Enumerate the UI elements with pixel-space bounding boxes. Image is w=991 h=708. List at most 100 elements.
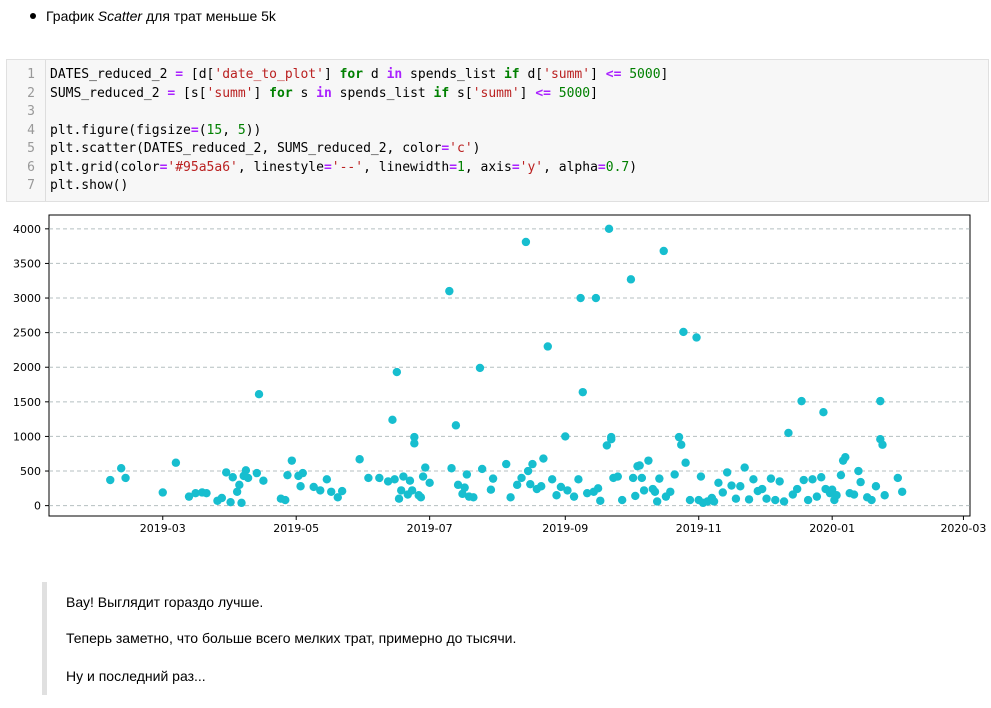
y-tick-label: 3000 bbox=[13, 292, 41, 305]
scatter-point bbox=[517, 473, 526, 483]
heading-bullet: График Scatter для трат меньше 5k bbox=[24, 8, 276, 24]
scatter-point bbox=[283, 470, 292, 480]
scatter-point bbox=[607, 432, 616, 442]
quote-bar bbox=[42, 582, 47, 695]
heading-text: График Scatter для трат меньше 5k bbox=[46, 8, 276, 24]
scatter-point bbox=[486, 485, 496, 494]
scatter-point bbox=[563, 486, 572, 495]
note-text: Вау! Выглядит гораздо лучше. bbox=[66, 594, 264, 610]
scatter-point bbox=[670, 470, 679, 479]
scatter-point bbox=[462, 470, 472, 479]
scatter-point bbox=[674, 432, 684, 442]
scatter-point bbox=[679, 327, 688, 337]
x-tick-label: 2019-05 bbox=[273, 522, 319, 535]
scatter-point bbox=[221, 468, 231, 477]
scatter-point bbox=[876, 396, 885, 406]
scatter-point bbox=[228, 473, 237, 482]
scatter-point bbox=[287, 456, 297, 465]
x-tick-label: 2020-01 bbox=[809, 522, 855, 535]
scatter-point bbox=[644, 456, 653, 465]
scatter-point bbox=[812, 492, 822, 501]
scatter-point bbox=[593, 484, 603, 493]
scatter-point bbox=[762, 494, 771, 503]
scatter-point bbox=[775, 477, 784, 486]
scatter-point bbox=[637, 473, 647, 483]
scatter-point bbox=[445, 286, 454, 296]
scatter-point bbox=[766, 474, 776, 483]
scatter-point bbox=[259, 476, 268, 485]
y-tick-label: 4000 bbox=[13, 223, 41, 236]
scatter-point bbox=[836, 470, 846, 480]
scatter-point bbox=[390, 475, 399, 484]
scatter-point bbox=[184, 492, 194, 501]
scatter-point bbox=[410, 439, 419, 448]
scatter-point bbox=[116, 464, 126, 473]
scatter-point bbox=[296, 482, 305, 491]
scatter-point bbox=[626, 275, 636, 284]
scatter-point bbox=[681, 458, 690, 467]
scatter-point bbox=[316, 486, 325, 495]
scatter-point bbox=[475, 363, 485, 373]
x-tick-label: 2019-09 bbox=[542, 522, 588, 535]
scatter-point bbox=[718, 488, 727, 497]
scatter-point bbox=[771, 495, 780, 505]
y-tick-label: 500 bbox=[20, 465, 41, 478]
scatter-point bbox=[574, 475, 583, 484]
code-cell[interactable]: 1 DATES_reduced_2 = [d['date_to_plot'] fo… bbox=[6, 59, 989, 202]
scatter-point bbox=[407, 486, 417, 495]
scatter-point bbox=[202, 488, 211, 498]
scatter-plot: 0 500 1000 1500 2000 2500 3000 3500 4000 2019-03… bbox=[13, 214, 986, 535]
scatter-point bbox=[397, 486, 406, 495]
scatter-point bbox=[364, 473, 373, 483]
scatter-point bbox=[254, 390, 264, 399]
scatter-point bbox=[867, 495, 876, 505]
scatter-point bbox=[799, 475, 808, 485]
scatter-point bbox=[817, 473, 826, 482]
scatter-point bbox=[897, 487, 907, 496]
scatter-point bbox=[394, 494, 404, 503]
scatter-point bbox=[537, 482, 546, 491]
y-tick-label: 1000 bbox=[13, 430, 41, 443]
scatter-point bbox=[425, 478, 434, 487]
scatter-point bbox=[677, 440, 686, 449]
scatter-point bbox=[740, 463, 749, 472]
scatter-point bbox=[666, 487, 675, 496]
scatter-point bbox=[337, 486, 347, 496]
bullet-dot bbox=[30, 13, 36, 19]
scatter-point bbox=[779, 497, 789, 506]
scatter-point bbox=[460, 483, 469, 492]
scatter-point bbox=[655, 474, 664, 483]
x-tick-label: 2019-03 bbox=[140, 522, 186, 535]
scatter-point bbox=[561, 432, 570, 441]
scatter-point bbox=[392, 367, 402, 377]
scatter-point bbox=[602, 441, 612, 450]
scatter-point bbox=[217, 493, 227, 503]
scatter-point bbox=[453, 480, 463, 490]
scatter-point bbox=[355, 455, 364, 464]
scatter-point bbox=[628, 473, 638, 483]
scatter-point bbox=[232, 487, 242, 496]
scatter-point bbox=[399, 472, 408, 481]
scatter-point bbox=[539, 454, 548, 463]
note-text: Теперь заметно, что больше всего мелких … bbox=[66, 630, 517, 646]
scatter-point bbox=[880, 491, 889, 500]
scatter-point bbox=[878, 440, 887, 449]
scatter-point bbox=[235, 480, 244, 490]
y-tick-label: 3500 bbox=[13, 257, 41, 270]
scatter-point bbox=[731, 494, 741, 503]
scatter-point bbox=[298, 468, 307, 478]
scatter-point bbox=[893, 473, 903, 483]
scatter-point bbox=[521, 237, 531, 247]
note-text: Ну и последний раз... bbox=[66, 668, 206, 684]
scatter-point bbox=[578, 387, 587, 397]
scatter-point bbox=[871, 482, 881, 491]
x-tick-label: 2020-03 bbox=[940, 522, 986, 535]
scatter-point bbox=[226, 497, 235, 507]
scatter-point bbox=[418, 472, 428, 481]
scatter-point bbox=[421, 463, 430, 472]
scatter-point bbox=[281, 495, 290, 505]
scatter-point bbox=[322, 475, 332, 484]
x-axis: 2019-03 2019-05 2019-07 2019-09 2019-11 2020-… bbox=[140, 516, 986, 535]
scatter-point bbox=[543, 342, 552, 351]
y-tick-label: 2500 bbox=[13, 327, 41, 340]
